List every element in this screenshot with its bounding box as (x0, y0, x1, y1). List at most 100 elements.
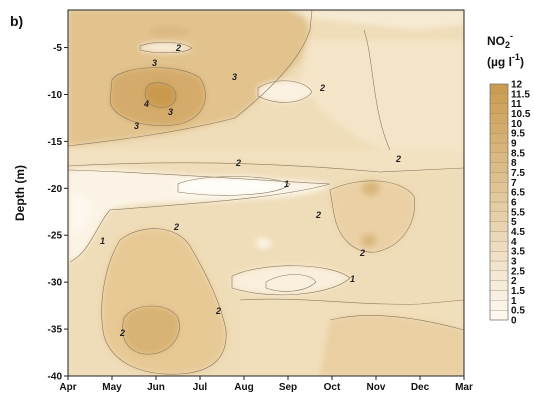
colorbar-level-label: 0 (511, 316, 517, 327)
patch-top-lens (140, 42, 192, 53)
contour-line (329, 180, 415, 253)
colorbar-swatch (489, 280, 509, 291)
contour-label: 4 (143, 99, 149, 109)
colorbar-frame (489, 83, 509, 321)
contour-label: 3 (232, 72, 237, 82)
contour-line (68, 10, 313, 147)
contour-label: 1 (284, 179, 289, 189)
contour-line (363, 29, 391, 151)
dot-nov-upper (361, 181, 380, 196)
colorbar-level-label: 8 (511, 158, 517, 169)
contour-line (109, 67, 206, 127)
contour-line (231, 265, 351, 296)
colorbar-level-label: 10 (511, 119, 523, 130)
contour-label: 2 (315, 210, 321, 220)
colorbar-level-label: 1 (511, 296, 517, 307)
legend-unit-open: (µg l (487, 55, 512, 69)
y-axis-title: Depth (m) (13, 165, 27, 221)
colorbar-level-label: 4 (511, 237, 517, 248)
colorbar-legend: NO2- (µg l-1) 00.511.522.533.544.555.566… (487, 31, 531, 327)
colorbar-level-label: 9 (511, 139, 517, 150)
legend-title-sub: 2 (505, 40, 510, 50)
contour-line (139, 42, 193, 54)
colorbar-level-label: 2.5 (511, 266, 525, 277)
colorbar-swatch (489, 162, 509, 173)
colorbar-level-label: 5 (511, 217, 517, 228)
contour-label: 2 (175, 43, 181, 53)
core-upper-5 (145, 82, 176, 108)
contour-line (122, 305, 180, 355)
plot-frame (67, 9, 465, 377)
colorbar-swatch (489, 310, 509, 321)
x-tick-label: Jun (147, 382, 165, 393)
dot-aug (256, 237, 272, 249)
y-tick-label: -30 (48, 278, 63, 289)
colorbar-level-label: 4.5 (511, 227, 525, 238)
colorbar-level-label: 7.5 (511, 168, 525, 179)
contour-label: 2 (119, 328, 125, 338)
contour-labels: 2 3 3 4 3 3 2 2 1 2 2 1 2 2 2 2 1 (100, 43, 401, 338)
colorbar-swatch (489, 211, 509, 222)
contour-line (101, 228, 227, 375)
contour-label: 1 (350, 274, 355, 284)
contour-label: 2 (235, 158, 241, 168)
contour-label: 2 (173, 222, 179, 232)
x-tick-label: May (102, 382, 122, 393)
x-axis: Apr May Jun Jul Aug Sep Oct Nov Dec Mar (59, 376, 473, 393)
zone-upper-right (300, 40, 464, 160)
core-lower-3 (122, 306, 180, 355)
x-tick-label: Nov (367, 382, 386, 393)
colorbar-level-label: 0.5 (511, 306, 525, 317)
contour-label: 3 (134, 121, 139, 131)
contour-label: 3 (152, 58, 157, 68)
contour-label: 2 (215, 306, 221, 316)
x-tick-label: Apr (59, 382, 76, 393)
lens-aug (258, 80, 312, 103)
contour-label: 3 (168, 107, 173, 117)
x-tick-label: Mar (455, 382, 473, 393)
colorbar-swatch (489, 123, 509, 134)
colorbar-level-label: 6.5 (511, 188, 525, 199)
patch-top-right (290, 10, 464, 30)
y-tick-label: -25 (48, 231, 63, 242)
colorbar-labels: 00.511.522.533.544.555.566.577.588.599.5… (511, 80, 531, 327)
contour-label: 2 (319, 83, 325, 93)
colorbar-level-label: 1.5 (511, 286, 525, 297)
lens-sep-outer (232, 265, 350, 295)
x-tick-label: Sep (279, 382, 297, 393)
legend-title: NO2- (487, 31, 513, 50)
colorbar-swatch (489, 260, 509, 271)
contour-lines (68, 10, 464, 375)
colorbar-swatch (489, 103, 509, 114)
patch-bottom-right (320, 315, 464, 376)
legend-unit-sup: -1 (512, 52, 520, 62)
x-tick-label: Oct (324, 382, 341, 393)
colorbar-level-label: 7 (511, 178, 517, 189)
contour-line (257, 80, 313, 103)
y-tick-label: -10 (48, 90, 63, 101)
colorbar-level-label: 9.5 (511, 129, 525, 140)
colorbar-swatch (489, 290, 509, 301)
colorbar-swatch (489, 113, 509, 124)
contour-line (177, 176, 291, 196)
colorbar-swatch (489, 231, 509, 242)
band-upper-mid (68, 150, 464, 172)
colorbar-level-label: 3.5 (511, 247, 525, 258)
colorbar-swatch (489, 251, 509, 262)
colorbar-swatch (489, 201, 509, 212)
y-tick-label: -5 (53, 43, 62, 54)
colorbar-swatch (489, 133, 509, 144)
x-tick-label: Jul (193, 382, 208, 393)
contour-line (68, 169, 331, 263)
contour-label: 1 (100, 236, 105, 246)
legend-title-main: NO (487, 34, 505, 48)
lens-jul-low (178, 176, 290, 196)
y-tick-label: -40 (48, 372, 63, 383)
legend-unit: (µg l-1) (487, 52, 524, 69)
colorbar-swatch (489, 300, 509, 311)
colorbar-swatch (489, 241, 509, 252)
legend-title-sup: - (510, 31, 513, 41)
patch-mid-right (330, 180, 415, 253)
colorbar-swatch (489, 142, 509, 153)
